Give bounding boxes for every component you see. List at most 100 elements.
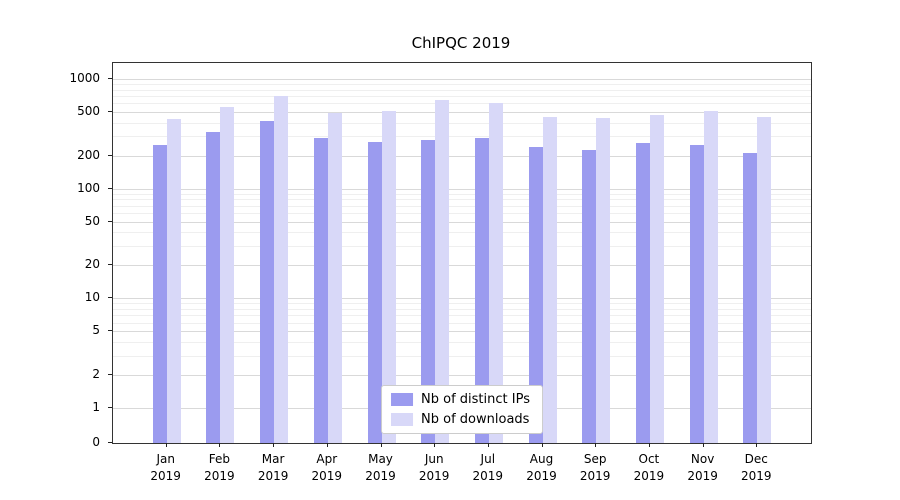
major-gridline [113, 375, 811, 376]
major-gridline [113, 331, 811, 333]
bar-distinct-ips [689, 144, 704, 443]
major-gridline [113, 188, 811, 190]
minor-gridline [113, 355, 811, 357]
y-tick-label: 0 [92, 435, 100, 449]
bar-distinct-ips [743, 152, 758, 443]
x-tick-mark [487, 443, 489, 447]
x-tick-label: Sep 2019 [579, 452, 611, 483]
bar-distinct-ips [582, 150, 597, 443]
minor-gridline [113, 309, 811, 310]
x-tick-mark [165, 443, 167, 447]
bar-distinct-ips [421, 139, 436, 443]
y-tick-label: 200 [77, 147, 100, 162]
y-tick-label: 1000 [69, 71, 100, 85]
major-gridline [113, 221, 811, 223]
y-tick-mark [108, 330, 112, 332]
y-tick-mark [108, 111, 112, 112]
minor-gridline [113, 342, 811, 343]
bar-downloads [327, 113, 342, 443]
bar-downloads [649, 115, 664, 443]
minor-gridline [113, 246, 811, 247]
y-tick-mark [108, 187, 112, 189]
minor-gridline [113, 103, 811, 105]
bar-distinct-ips [474, 138, 489, 443]
minor-gridline [113, 205, 811, 207]
plot-area: Nb of distinct IPs Nb of downloads [112, 62, 812, 444]
bar-downloads [220, 107, 235, 443]
x-tick-label: Mar 2019 [257, 452, 289, 483]
x-tick-label: Oct 2019 [633, 452, 665, 483]
bar-distinct-ips [260, 120, 275, 443]
minor-gridline [113, 199, 811, 201]
y-tick-label: 100 [77, 180, 100, 195]
x-tick-label: Apr 2019 [311, 452, 343, 483]
bar-downloads [596, 117, 611, 443]
bar-downloads [435, 99, 450, 443]
legend-item-downloads: Nb of downloads [391, 412, 530, 427]
minor-gridline [113, 96, 811, 97]
minor-gridline [113, 193, 811, 195]
bar-distinct-ips [528, 147, 543, 443]
x-tick-label: Jun 2019 [418, 452, 450, 483]
x-tick-label: Dec 2019 [741, 452, 772, 483]
major-gridline [113, 298, 811, 300]
minor-gridline [113, 322, 811, 324]
y-tick-label: 2 [92, 367, 100, 381]
bar-downloads [757, 116, 772, 443]
bar-downloads [703, 110, 718, 443]
bar-distinct-ips [367, 142, 382, 443]
y-tick-label: 50 [84, 213, 100, 228]
y-tick-label: 5 [92, 323, 100, 338]
major-gridline [113, 79, 811, 80]
y-tick-mark [108, 374, 112, 375]
y-tick-mark [108, 297, 112, 299]
legend-label-distinct-ips: Nb of distinct IPs [421, 392, 530, 407]
legend-swatch-downloads [391, 413, 414, 426]
x-tick-mark [756, 443, 758, 447]
bar-downloads [488, 102, 503, 443]
legend-label-downloads: Nb of downloads [421, 412, 530, 427]
bar-downloads [381, 110, 396, 443]
y-tick-mark [108, 220, 112, 222]
x-tick-label: May 2019 [365, 452, 396, 483]
bar-distinct-ips [313, 137, 328, 443]
x-tick-mark [219, 443, 221, 447]
major-gridline [113, 265, 811, 267]
legend-item-distinct-ips: Nb of distinct IPs [391, 392, 530, 407]
y-tick-label: 500 [77, 104, 100, 118]
legend-swatch-distinct-ips [391, 393, 414, 406]
bar-downloads [274, 96, 289, 443]
minor-gridline [113, 84, 811, 85]
x-tick-mark [595, 443, 597, 447]
minor-gridline [113, 232, 811, 234]
bar-distinct-ips [206, 131, 221, 443]
minor-gridline [113, 89, 811, 91]
minor-gridline [113, 315, 811, 317]
x-tick-mark [702, 443, 704, 447]
y-tick-label: 1 [92, 400, 100, 414]
bar-distinct-ips [635, 142, 650, 443]
x-tick-mark [380, 443, 382, 447]
bar-distinct-ips [152, 144, 167, 443]
x-tick-mark [648, 443, 650, 447]
x-tick-label: Aug 2019 [526, 452, 557, 483]
x-tick-mark [326, 443, 328, 447]
minor-gridline [113, 213, 811, 214]
y-tick-mark [108, 78, 112, 79]
minor-gridline [113, 122, 811, 124]
x-tick-label: Jul 2019 [472, 452, 504, 483]
y-tick-mark [108, 154, 112, 156]
y-tick-label: 10 [84, 290, 100, 305]
x-tick-mark [273, 443, 275, 447]
y-tick-label: 20 [84, 257, 100, 272]
x-tick-label: Jan 2019 [150, 452, 181, 483]
minor-gridline [113, 136, 811, 138]
x-tick-mark [434, 443, 436, 447]
y-tick-mark [108, 407, 112, 408]
x-tick-label: Feb 2019 [204, 452, 235, 483]
legend: Nb of distinct IPs Nb of downloads [381, 385, 543, 434]
bar-downloads [542, 116, 557, 443]
y-tick-mark [108, 442, 112, 443]
x-tick-label: Nov 2019 [687, 452, 718, 483]
